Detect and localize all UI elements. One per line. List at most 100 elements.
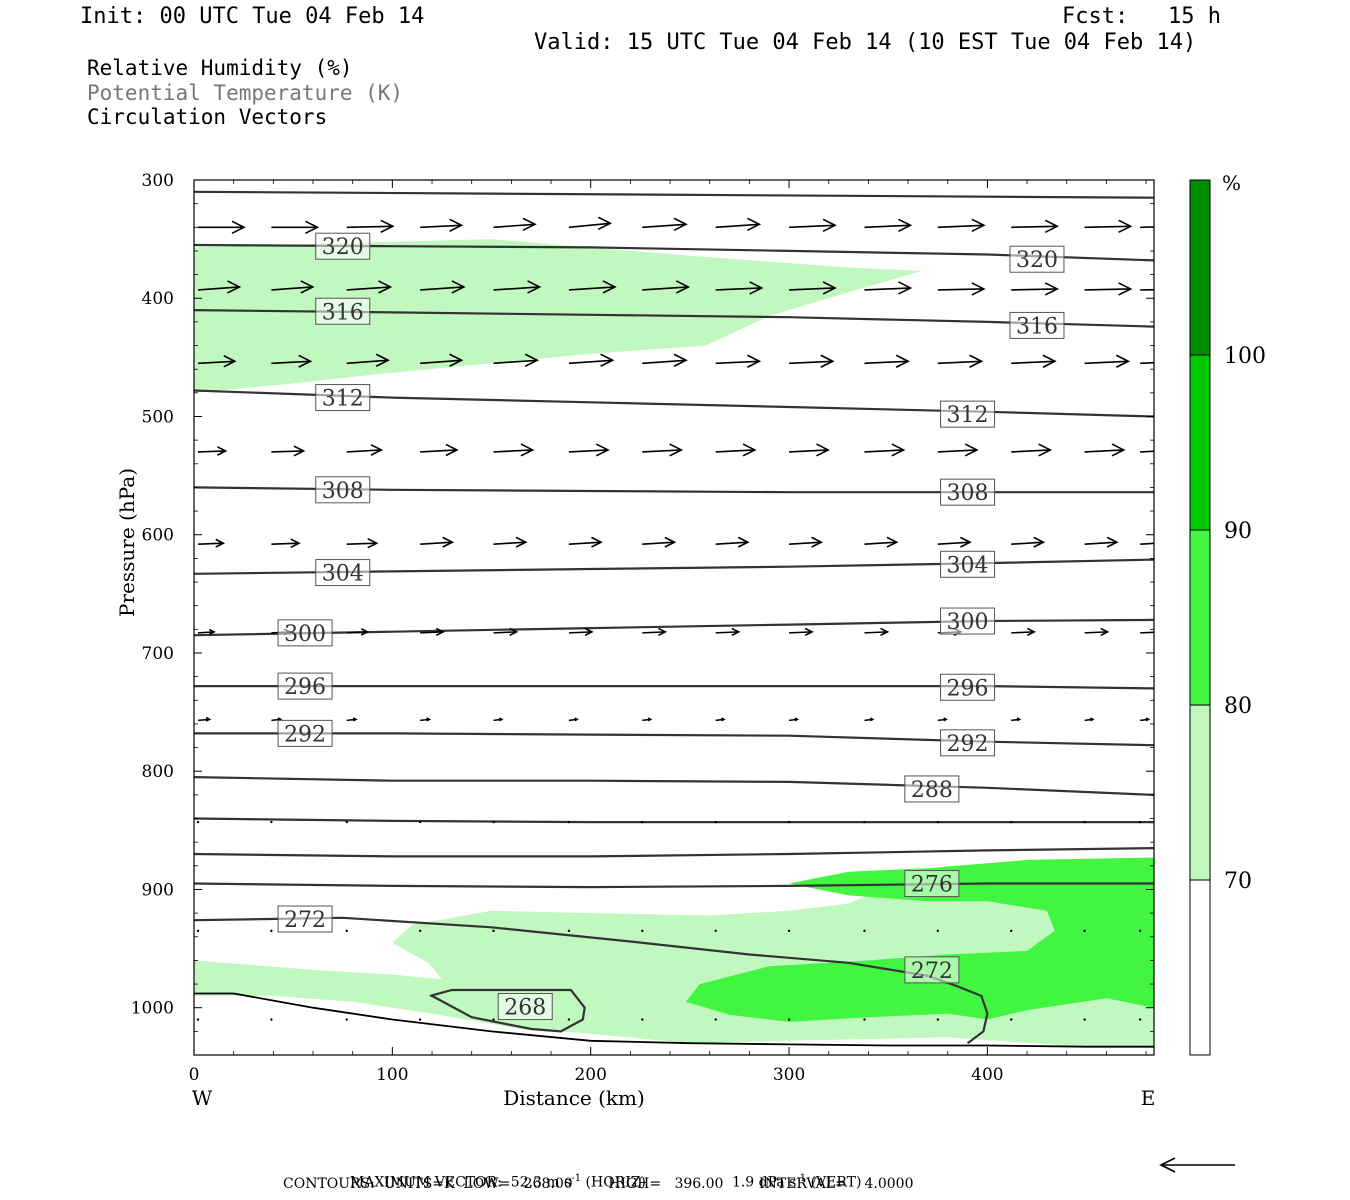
vector-head-5-8 [804,627,814,637]
vector-head-2-12 [1115,354,1131,368]
theta-contour-292 [194,732,1154,747]
vector-head-4-1 [290,538,301,549]
vector-head-4-0 [215,538,226,548]
vector-head-1-8 [822,281,837,295]
contour-label-272-0: 272 [284,908,326,933]
field-label-theta: Potential Temperature (K) [87,81,404,105]
circulation-vector-9-7 [714,1018,717,1021]
vector-head-1-0 [227,280,242,294]
circulation-vector-1-11 [1011,288,1058,291]
y-tick-label-400: 400 [142,289,174,309]
circulation-vector-3-11 [1011,449,1051,453]
circulation-vector-8-3 [418,929,422,933]
circulation-vector-9-5 [567,1018,571,1021]
circulation-vector-4-8 [789,541,822,545]
vector-head-3-2 [370,444,384,456]
circulation-vector-2-5 [568,359,613,365]
circulation-vector-5-8 [789,631,813,634]
circulation-vector-7-12 [1083,820,1086,824]
vector-head-5-6 [658,627,668,637]
vector-head-0-7 [747,217,762,232]
circulation-vector-7-11 [1010,820,1013,824]
footer-max-vector: MAXIMUM VECTOR: 52.3 m s-1 (HORIZ) 1.9 dP… [349,1173,862,1191]
contour-label-box-308-1 [940,478,996,506]
circulation-vector-4-2 [346,542,377,545]
vector-head-3-3 [445,443,459,457]
vector-head-2-2 [375,353,390,367]
x-tick-label-0: 0 [189,1065,200,1085]
contour-label-box-320-0 [315,232,371,260]
vector-head-6-6 [647,717,653,722]
vector-head-0-8 [822,218,837,233]
vector-head-3-0 [216,446,228,456]
circulation-vector-7-0 [196,820,200,824]
vector-head-0-4 [522,217,537,232]
vector-head-6-10 [943,717,948,722]
contour-label-box-316-0 [315,297,371,325]
circulation-vector-8-4 [492,929,495,933]
contour-label-box-296-1 [940,673,996,701]
vector-head-5-7 [731,627,741,637]
circulation-vector-5-0 [197,631,215,634]
vector-head-6-5 [574,717,579,722]
circulation-vector-3-5 [568,449,609,453]
circulation-vector-2-0 [197,360,235,365]
circulation-vector-2-6 [642,359,687,365]
colorbar-frame [1189,179,1211,1056]
vector-head-4-11 [1033,536,1046,548]
rh-region-80-2 [685,857,1154,1022]
vector-head-1-3 [451,280,466,294]
circulation-vector-7-6 [641,820,644,824]
circulation-vector-4-13 [1140,542,1154,545]
vector-head-2-8 [820,354,835,368]
circulation-vector-3-10 [937,449,977,453]
y-tick-label-700: 700 [142,644,174,664]
vector-head-2-5 [600,353,615,367]
circulation-vector-8-1 [270,929,273,933]
vector-head-4-8 [811,536,824,548]
contour-label-box-292-1 [940,729,996,757]
vector-head-3-11 [1038,443,1053,457]
vector-head-1-6 [675,280,691,294]
x-axis-label: Distance (km) [503,1086,645,1110]
contour-label-box-272-0 [277,905,333,933]
contour-label-box-300-1 [940,607,996,635]
vector-head-0-5 [597,216,613,231]
circulation-vector-3-0 [197,450,226,453]
vector-head-3-6 [669,443,684,457]
vector-head-5-5 [584,627,594,637]
circulation-vector-7-5 [567,820,571,824]
vector-head-4-2 [367,537,379,549]
circulation-vector-1-6 [642,286,689,291]
init-time: Init: 00 UTC Tue 04 Feb 14 [80,4,425,29]
circulation-vector-3-1 [271,450,304,453]
circulation-vector-9-8 [787,1018,791,1021]
vector-head-1-5 [602,280,617,294]
circulation-vector-3-6 [642,449,682,453]
circulation-vector-8-8 [787,929,791,933]
contour-label-box-288-0 [904,775,960,803]
colorbar-segment-4 [1190,180,1210,355]
forecast-label: Fcst: [1062,4,1129,29]
contour-label-300-0: 300 [284,622,326,647]
circulation-vector-1-2 [346,286,391,291]
circulation-vector-9-11 [1010,1018,1013,1021]
vector-head-1-10 [971,282,986,296]
circulation-vector-0-6 [642,223,687,229]
theta-contour-288 [194,776,1154,796]
contour-label-296-0: 296 [284,675,326,700]
circulation-vector-8-6 [641,929,644,933]
contour-label-box-276-0 [904,870,960,898]
x-tick-label-200: 200 [574,1065,606,1085]
vector-head-2-4 [524,353,540,367]
contour-label-276-0: 276 [911,873,953,898]
circulation-vector-2-11 [1011,360,1055,365]
contour-label-292-1: 292 [947,732,989,757]
circulation-vector-4-3 [420,541,453,545]
vector-head-0-6 [673,217,688,232]
circulation-vector-2-1 [271,360,311,365]
circulation-vector-8-12 [1083,929,1086,933]
vector-head-5-2 [360,628,370,636]
vector-head-2-13 [1172,355,1184,367]
circulation-vector-3-7 [715,449,755,453]
